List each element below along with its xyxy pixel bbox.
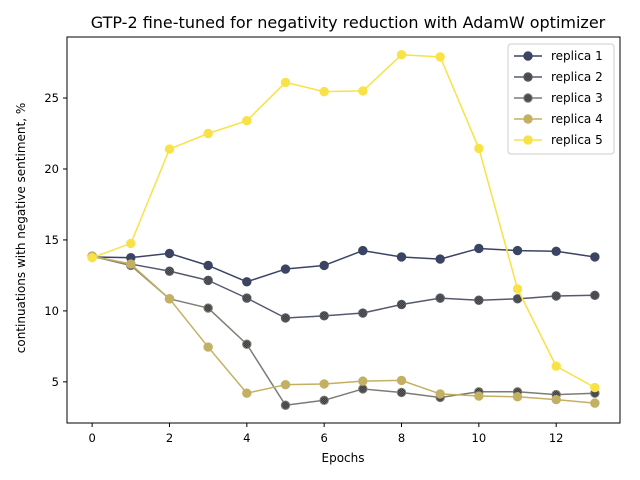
data-point bbox=[396, 387, 407, 398]
data-point bbox=[590, 290, 600, 300]
legend-marker bbox=[523, 51, 533, 61]
data-point bbox=[319, 395, 329, 405]
data-point bbox=[87, 252, 97, 263]
legend-label: replica 5 bbox=[551, 133, 603, 147]
series-4 bbox=[87, 251, 600, 408]
data-point bbox=[242, 116, 252, 126]
data-point bbox=[164, 266, 175, 276]
data-point bbox=[280, 77, 291, 88]
data-point bbox=[319, 379, 329, 389]
data-point bbox=[474, 143, 484, 154]
series-line bbox=[92, 247, 595, 283]
x-tick-label: 6 bbox=[321, 431, 328, 445]
data-point bbox=[512, 392, 523, 402]
data-point bbox=[512, 245, 523, 256]
data-point bbox=[280, 264, 291, 274]
x-tick-label: 10 bbox=[472, 431, 487, 445]
legend-label: replica 4 bbox=[551, 112, 603, 126]
legend-item: replica 1 bbox=[514, 49, 603, 63]
data-point bbox=[319, 260, 329, 271]
data-point bbox=[242, 388, 252, 398]
data-point bbox=[203, 303, 213, 313]
legend-label: replica 3 bbox=[551, 91, 603, 105]
data-point bbox=[203, 275, 213, 286]
legend-label: replica 2 bbox=[551, 70, 603, 84]
data-point bbox=[358, 245, 368, 256]
data-point bbox=[164, 248, 175, 259]
data-point bbox=[203, 260, 213, 271]
series-line bbox=[91, 53, 596, 389]
data-point bbox=[358, 376, 368, 386]
data-point bbox=[164, 294, 175, 304]
data-point bbox=[551, 291, 561, 301]
data-point bbox=[358, 308, 368, 318]
data-point bbox=[203, 342, 213, 352]
legend-marker bbox=[523, 135, 533, 145]
data-point bbox=[319, 86, 329, 97]
x-tick-label: 8 bbox=[398, 431, 405, 445]
data-point bbox=[203, 128, 213, 139]
data-point bbox=[590, 398, 600, 408]
data-point bbox=[396, 50, 407, 60]
data-point bbox=[590, 382, 600, 393]
y-axis-label: continuations with negative sentiment, % bbox=[14, 103, 28, 353]
data-point bbox=[358, 86, 368, 96]
legend-item: replica 3 bbox=[514, 91, 603, 105]
data-point bbox=[590, 252, 600, 262]
legend-item: replica 5 bbox=[514, 133, 603, 147]
legend-marker bbox=[523, 72, 533, 82]
data-point bbox=[396, 299, 407, 310]
data-point bbox=[280, 313, 291, 323]
series-line bbox=[91, 255, 595, 319]
data-point bbox=[396, 252, 407, 262]
data-point bbox=[512, 284, 523, 294]
series-line bbox=[91, 255, 595, 404]
data-point bbox=[474, 295, 484, 305]
data-point bbox=[242, 339, 252, 349]
y-tick-label: 10 bbox=[44, 304, 59, 318]
x-axis-label: Epochs bbox=[322, 451, 365, 465]
x-tick-label: 4 bbox=[243, 431, 250, 445]
data-point bbox=[551, 394, 561, 405]
data-point bbox=[396, 375, 407, 386]
data-point bbox=[126, 259, 136, 269]
data-point bbox=[551, 361, 561, 371]
legend-marker bbox=[523, 114, 533, 124]
x-tick-label: 0 bbox=[88, 431, 95, 445]
data-point bbox=[435, 293, 445, 303]
chart-title: GTP-2 fine-tuned for negativity reductio… bbox=[91, 13, 606, 32]
legend-item: replica 4 bbox=[514, 112, 603, 126]
series-line bbox=[91, 255, 595, 407]
x-tick-label: 2 bbox=[166, 431, 173, 445]
legend-item: replica 2 bbox=[514, 70, 603, 84]
axes-frame bbox=[66, 36, 621, 424]
x-tick-label: 12 bbox=[549, 431, 564, 445]
data-point bbox=[126, 238, 136, 249]
y-tick-label: 5 bbox=[52, 375, 59, 389]
data-point bbox=[435, 389, 445, 399]
data-point bbox=[358, 384, 368, 394]
data-point bbox=[551, 246, 561, 256]
data-point bbox=[280, 400, 291, 410]
legend-label: replica 1 bbox=[551, 49, 603, 63]
data-point bbox=[280, 379, 291, 390]
data-point bbox=[435, 52, 445, 62]
data-point bbox=[474, 391, 484, 401]
legend: replica 1 replica 2 replica 3 replica 4 repl… bbox=[507, 43, 615, 155]
y-tick-label: 20 bbox=[44, 162, 59, 176]
data-point bbox=[319, 311, 329, 321]
legend-box bbox=[507, 43, 615, 155]
data-point bbox=[435, 254, 445, 264]
data-point bbox=[474, 243, 484, 254]
y-tick-label: 15 bbox=[44, 233, 59, 247]
y-tick-label: 25 bbox=[44, 91, 59, 105]
data-point bbox=[164, 144, 175, 154]
data-point bbox=[242, 293, 252, 303]
series-5 bbox=[87, 50, 600, 393]
legend-marker bbox=[523, 93, 533, 103]
data-point bbox=[242, 277, 252, 287]
